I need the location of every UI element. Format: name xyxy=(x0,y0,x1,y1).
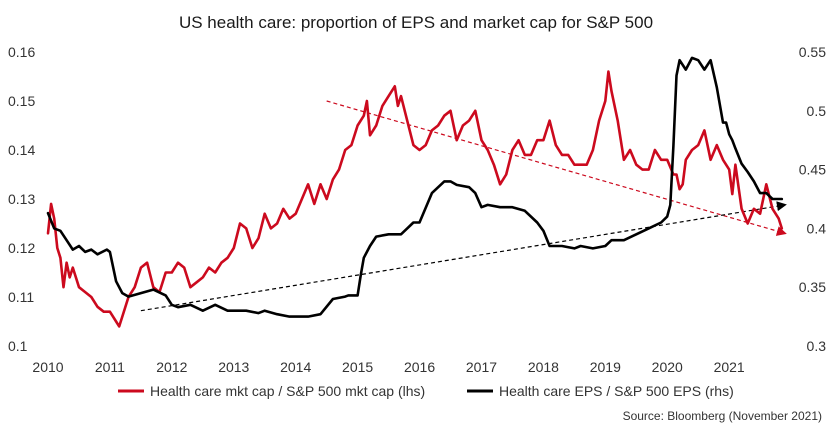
y-left-tick-label: 0.15 xyxy=(8,93,35,109)
series-line-eps xyxy=(46,56,784,318)
y-right-tick-label: 0.35 xyxy=(799,279,826,295)
y-right-tick-label: 0.55 xyxy=(799,44,826,60)
legend-label-eps: Health care EPS / S&P 500 EPS (rhs) xyxy=(499,383,734,399)
y-right-tick-label: 0.5 xyxy=(807,103,827,119)
series-lines xyxy=(46,56,784,328)
x-tick-label: 2018 xyxy=(528,359,559,375)
y-left-tick-label: 0.11 xyxy=(8,289,34,305)
x-axis: 2010 2011 2012 2013 2014 2015 2016 2017 2018 2019… xyxy=(32,359,745,375)
source-note: Source: Bloomberg (November 2021) xyxy=(623,409,822,423)
y-right-tick-label: 0.4 xyxy=(807,220,827,236)
y-left-tick-label: 0.12 xyxy=(8,240,35,256)
x-tick-label: 2011 xyxy=(95,359,125,375)
trend-line-eps xyxy=(140,201,787,312)
x-tick-label: 2014 xyxy=(280,359,311,375)
x-tick-label: 2010 xyxy=(32,359,63,375)
series-line-mktcap xyxy=(46,70,784,328)
x-tick-label: 2019 xyxy=(590,359,621,375)
y-left-tick-label: 0.16 xyxy=(8,44,35,60)
x-tick-label: 2020 xyxy=(652,359,683,375)
y-right-tick-label: 0.45 xyxy=(799,162,826,178)
chart-title: US health care: proportion of EPS and ma… xyxy=(179,13,653,32)
y-left-tick-label: 0.13 xyxy=(8,191,35,207)
x-tick-label: 2015 xyxy=(342,359,373,375)
x-tick-label: 2012 xyxy=(156,359,187,375)
y-axis-left: 0.1 0.11 0.12 0.13 0.14 0.15 0.16 xyxy=(8,44,35,354)
x-tick-label: 2021 xyxy=(714,359,745,375)
y-left-tick-label: 0.14 xyxy=(8,142,35,158)
x-tick-label: 2016 xyxy=(404,359,435,375)
trend-line-mktcap xyxy=(326,100,787,236)
legend-label-mktcap: Health care mkt cap / S&P 500 mkt cap (l… xyxy=(150,383,425,399)
legend: Health care mkt cap / S&P 500 mkt cap (l… xyxy=(118,383,734,399)
y-right-tick-label: 0.3 xyxy=(807,338,827,354)
x-tick-label: 2017 xyxy=(466,359,497,375)
y-left-tick-label: 0.1 xyxy=(8,338,28,354)
trend-lines xyxy=(140,100,787,312)
y-axis-right: 0.3 0.35 0.4 0.45 0.5 0.55 xyxy=(799,44,826,354)
x-tick-label: 2013 xyxy=(218,359,249,375)
